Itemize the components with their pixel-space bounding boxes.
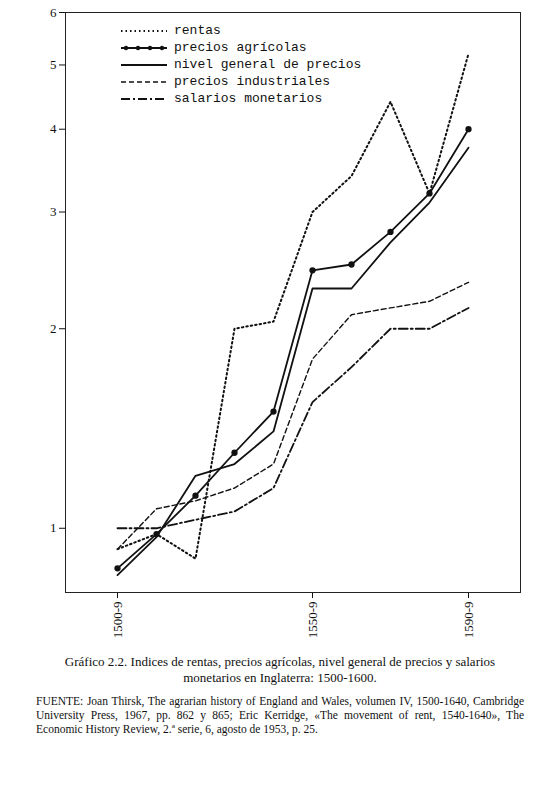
html-text:FUENTE: Joan Thirsk, The agrar: FUENTE: Joan Thirsk, The agrarian histor… bbox=[36, 695, 524, 735]
svg-text:1500-9: 1500-9 bbox=[110, 602, 125, 639]
html-text:Gráfico 2.2. Indices de rentas: Gráfico 2.2. Indices de rentas, precios … bbox=[64, 654, 496, 685]
svg-text:2: 2 bbox=[50, 321, 57, 336]
svg-text:4: 4 bbox=[50, 121, 57, 136]
svg-text:1: 1 bbox=[50, 520, 57, 535]
html-text:rentas: rentas bbox=[174, 23, 221, 38]
svg-text:5: 5 bbox=[50, 57, 57, 72]
svg-text:3: 3 bbox=[50, 204, 57, 219]
html-text:salarios monetarios: salarios monetarios bbox=[174, 91, 323, 106]
html-text:precios agrícolas: precios agrícolas bbox=[174, 40, 307, 55]
svg-text:1550-9: 1550-9 bbox=[305, 602, 320, 639]
html-text:nivel general de precios: nivel general de precios bbox=[174, 57, 362, 72]
svg-text:1590-9: 1590-9 bbox=[461, 602, 476, 639]
html-text:precios industriales: precios industriales bbox=[174, 74, 330, 89]
svg-text:6: 6 bbox=[50, 5, 57, 20]
